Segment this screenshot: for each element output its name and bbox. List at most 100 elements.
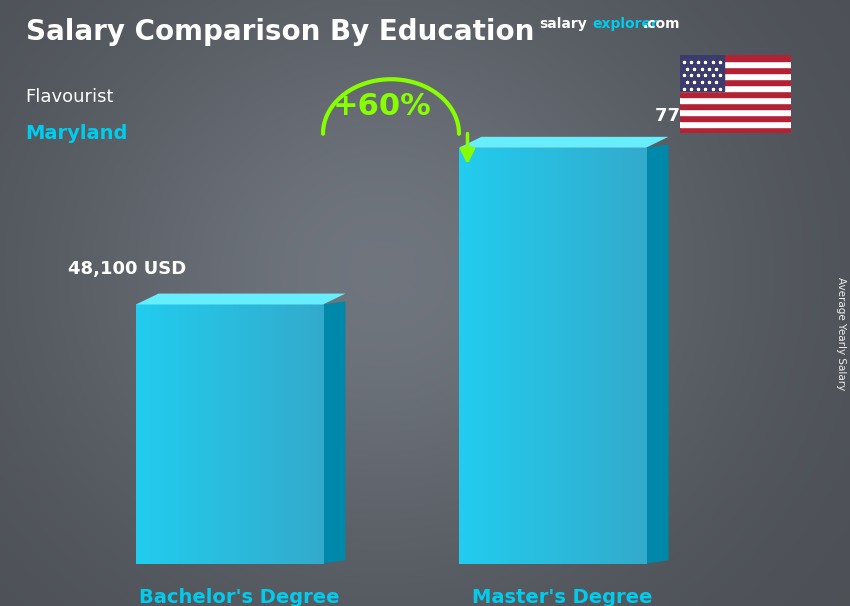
Bar <box>510 148 516 564</box>
Text: Master's Degree: Master's Degree <box>472 588 652 606</box>
Bar <box>604 148 609 564</box>
Bar <box>680 55 790 61</box>
Text: explorer: explorer <box>592 17 658 31</box>
Bar <box>680 115 790 121</box>
Bar <box>160 304 165 564</box>
Polygon shape <box>459 137 668 148</box>
Bar <box>622 148 628 564</box>
Bar <box>280 304 286 564</box>
Text: Salary Comparison By Education: Salary Comparison By Education <box>26 18 534 46</box>
Bar <box>547 148 553 564</box>
Bar <box>183 304 189 564</box>
Bar <box>286 304 291 564</box>
Text: 48,100 USD: 48,100 USD <box>68 261 187 278</box>
Bar <box>136 304 142 564</box>
Bar <box>164 304 170 564</box>
Text: 77,200 USD: 77,200 USD <box>655 107 773 125</box>
Bar <box>558 148 563 564</box>
Bar <box>459 148 464 564</box>
Bar <box>168 304 174 564</box>
Bar <box>680 55 724 91</box>
Bar <box>201 304 207 564</box>
Bar <box>680 97 790 103</box>
Bar <box>680 73 790 79</box>
Bar <box>253 304 258 564</box>
Bar <box>590 148 595 564</box>
Text: Bachelor's Degree: Bachelor's Degree <box>139 588 339 606</box>
Bar <box>258 304 264 564</box>
Bar <box>680 127 790 133</box>
Bar <box>262 304 268 564</box>
Bar <box>506 148 512 564</box>
Bar <box>496 148 502 564</box>
Bar <box>224 304 230 564</box>
Text: Maryland: Maryland <box>26 124 128 143</box>
Bar <box>271 304 277 564</box>
Bar <box>230 304 235 564</box>
Bar <box>680 109 790 115</box>
Bar <box>534 148 539 564</box>
Bar <box>552 148 558 564</box>
Text: Average Yearly Salary: Average Yearly Salary <box>836 277 846 390</box>
Polygon shape <box>136 293 345 304</box>
Bar <box>187 304 193 564</box>
Bar <box>145 304 151 564</box>
Bar <box>599 148 605 564</box>
Bar <box>520 148 525 564</box>
Bar <box>248 304 254 564</box>
Bar <box>220 304 226 564</box>
Bar <box>239 304 245 564</box>
Bar <box>192 304 197 564</box>
Bar <box>141 304 146 564</box>
Bar <box>539 148 544 564</box>
Bar <box>567 148 572 564</box>
Bar <box>478 148 483 564</box>
Bar <box>586 148 591 564</box>
Bar <box>502 148 507 564</box>
Bar <box>609 148 614 564</box>
Bar <box>571 148 576 564</box>
Bar <box>318 304 324 564</box>
Bar <box>524 148 530 564</box>
Bar <box>464 148 469 564</box>
Bar <box>515 148 520 564</box>
Bar <box>491 148 497 564</box>
Bar <box>613 148 619 564</box>
Bar <box>207 304 212 564</box>
Bar <box>680 61 790 67</box>
Bar <box>173 304 178 564</box>
Bar <box>216 304 221 564</box>
Bar <box>155 304 160 564</box>
Bar <box>304 304 309 564</box>
Bar <box>309 304 314 564</box>
Bar <box>295 304 301 564</box>
Text: +60%: +60% <box>333 92 432 121</box>
Bar <box>276 304 281 564</box>
Bar <box>178 304 184 564</box>
Bar <box>595 148 600 564</box>
Bar <box>618 148 623 564</box>
Polygon shape <box>323 301 345 564</box>
Bar <box>468 148 474 564</box>
Bar <box>581 148 586 564</box>
Bar <box>483 148 488 564</box>
Bar <box>267 304 272 564</box>
Bar <box>234 304 240 564</box>
Bar <box>641 148 647 564</box>
Bar <box>680 85 790 91</box>
Bar <box>627 148 632 564</box>
Bar <box>543 148 548 564</box>
Bar <box>150 304 156 564</box>
Bar <box>680 79 790 85</box>
Bar <box>487 148 493 564</box>
Bar <box>197 304 202 564</box>
Text: .com: .com <box>643 17 680 31</box>
Bar <box>562 148 568 564</box>
Bar <box>529 148 535 564</box>
Bar <box>632 148 638 564</box>
Text: salary: salary <box>540 17 587 31</box>
Bar <box>291 304 296 564</box>
Polygon shape <box>646 144 668 564</box>
Bar <box>680 67 790 73</box>
Bar <box>680 91 790 97</box>
